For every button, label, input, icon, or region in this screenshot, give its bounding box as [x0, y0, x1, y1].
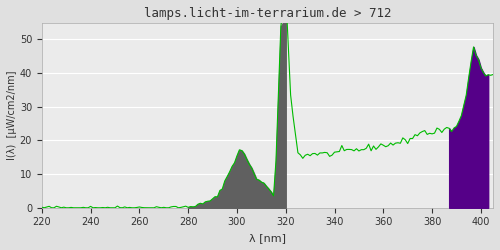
X-axis label: λ [nm]: λ [nm]: [249, 233, 286, 243]
Title: lamps.licht-im-terrarium.de > 712: lamps.licht-im-terrarium.de > 712: [144, 7, 391, 20]
Y-axis label: I(λ)  [μW/cm2/nm]: I(λ) [μW/cm2/nm]: [7, 70, 17, 160]
